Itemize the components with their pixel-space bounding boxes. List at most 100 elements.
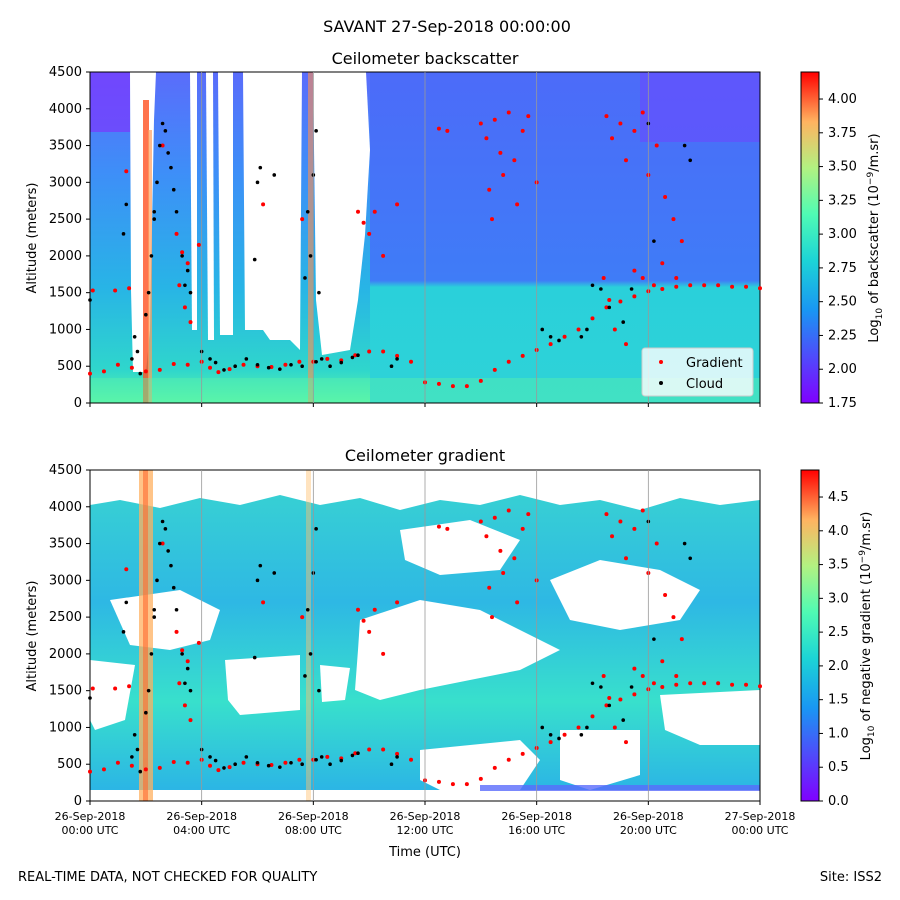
- footer-site: Site: ISS2: [819, 870, 882, 885]
- gradient-point: [632, 526, 637, 531]
- backscatter-ylabel: Altitude (meters): [25, 183, 40, 294]
- cloud-point: [163, 129, 168, 133]
- gradient-point: [744, 682, 749, 687]
- gradient-point: [520, 128, 525, 133]
- gradient-point: [478, 776, 483, 781]
- gradient-point: [512, 556, 517, 561]
- gradient-point: [464, 384, 469, 389]
- gradient-point: [361, 618, 366, 623]
- cloud-point: [155, 180, 159, 185]
- gradient-point: [663, 195, 668, 200]
- cloud-point: [255, 760, 260, 765]
- gradient-point: [395, 202, 400, 207]
- gradient-point: [520, 353, 525, 358]
- colorbar-tick-label: 2.5: [828, 625, 849, 640]
- gradient-point: [395, 600, 400, 605]
- cloud-point: [88, 696, 92, 700]
- cloud-point: [169, 563, 173, 568]
- cloud-point: [222, 766, 226, 770]
- gradient-point: [632, 268, 637, 273]
- gradient-point: [515, 600, 520, 605]
- gradient-point: [188, 718, 193, 723]
- colorbar-tick-label: 3.0: [828, 591, 849, 606]
- cloud-point: [88, 298, 92, 302]
- gradient-point: [300, 615, 305, 620]
- cloud-point: [130, 755, 134, 759]
- cloud-point: [395, 357, 399, 361]
- cloud-point: [682, 541, 687, 546]
- gradient-point: [716, 283, 721, 288]
- gradient-point: [632, 692, 637, 697]
- cloud-point: [171, 585, 176, 590]
- gradient-point: [671, 217, 676, 222]
- cloud-point: [174, 209, 179, 214]
- colorbar-tick-label: 4.0: [828, 524, 849, 539]
- backscatter-panel: Ceilometer backscatter 0 500 1000 1500 2000 2…: [25, 49, 885, 411]
- gradient-point: [663, 593, 668, 598]
- cloud-point: [303, 276, 307, 280]
- cloud-point: [160, 121, 165, 126]
- gradient-colorbar-ticks: 0.0 0.5 1.0 1.5 2.0 2.5 3.0 3.5 4.0 4.5: [819, 490, 849, 809]
- gradient-point: [610, 136, 615, 141]
- gradient-point: [744, 284, 749, 289]
- gradient-point: [490, 217, 494, 222]
- cloud-point: [233, 364, 237, 369]
- gradient-point: [730, 682, 735, 687]
- gradient-point: [227, 765, 232, 770]
- gradient-point: [654, 143, 659, 148]
- cloud-point: [152, 607, 157, 612]
- cloud-point: [121, 232, 126, 236]
- gradient-point: [515, 202, 520, 207]
- gradient-point: [269, 364, 274, 369]
- cloud-point: [585, 725, 589, 730]
- x-tick-date-label: 26-Sep-2018: [55, 810, 126, 823]
- gradient-point: [356, 209, 360, 214]
- gradient-point: [548, 740, 553, 745]
- cloud-point: [188, 290, 193, 295]
- cloud-point: [540, 327, 545, 332]
- x-tick-date-label: 26-Sep-2018: [613, 810, 684, 823]
- cloud-point: [180, 652, 184, 656]
- cloud-point: [174, 607, 179, 612]
- cloud-point: [300, 364, 304, 369]
- legend: Gradient Cloud: [641, 347, 754, 397]
- cloud-point: [607, 703, 612, 708]
- gradient-point: [464, 782, 469, 787]
- backscatter-colorbar-label: Log10 of backscatter (10−9/m.sr): [866, 133, 885, 342]
- cloud-point: [356, 353, 360, 357]
- cloud-point: [289, 760, 293, 765]
- cloud-point: [152, 615, 157, 619]
- cloud-point: [652, 637, 656, 641]
- gradient-point: [436, 381, 441, 386]
- cloud-point: [213, 758, 218, 763]
- cloud-point: [540, 725, 545, 730]
- legend-cloud-marker: [659, 381, 663, 385]
- gradient-point: [174, 231, 179, 236]
- x-tick-date-label: 27-Sep-2018: [725, 810, 796, 823]
- x-tick-time-label: 12:00 UTC: [396, 824, 453, 837]
- gradient-point: [660, 684, 665, 689]
- x-tick-time-label: 16:00 UTC: [508, 824, 565, 837]
- cloud-point: [328, 762, 332, 767]
- gradient-point: [674, 275, 679, 280]
- cloud-point: [157, 143, 162, 148]
- y-tick-label: 1000: [49, 322, 82, 337]
- colorbar-tick-label: 1.5: [828, 693, 849, 708]
- cloud-point: [557, 736, 561, 741]
- gradient-point: [478, 378, 483, 383]
- gradient-y-ticks: 0 500 1000 1500 2000 2500 3000 3500 4000 4500: [49, 463, 90, 809]
- cloud-point: [233, 762, 237, 767]
- y-tick-label: 4000: [49, 500, 82, 515]
- gradient-point: [612, 725, 617, 730]
- cloud-point: [688, 158, 693, 163]
- cloud-point: [258, 563, 263, 568]
- gradient-point: [601, 275, 606, 280]
- cloud-point: [308, 652, 313, 656]
- gradient-point: [450, 384, 455, 389]
- gradient-point: [143, 767, 148, 772]
- gradient-point: [624, 740, 628, 745]
- backscatter-x-ticks: [89, 72, 761, 407]
- gradient-point: [679, 637, 684, 642]
